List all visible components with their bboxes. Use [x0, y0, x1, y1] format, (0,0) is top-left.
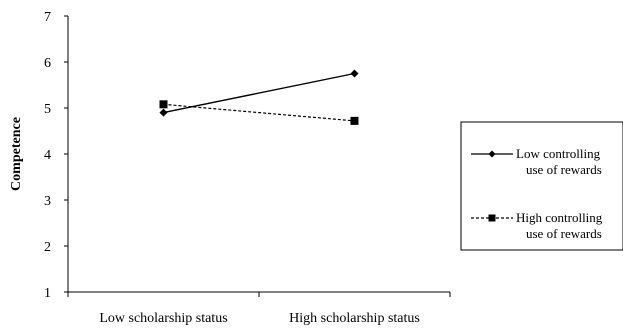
legend: Low controlling use of rewards High cont… [460, 121, 623, 251]
legend-box [460, 121, 623, 251]
series-low-controlling [159, 69, 359, 117]
y-axis: 1 2 3 4 5 6 7 [44, 10, 69, 301]
y-tick-label: 4 [44, 148, 51, 163]
y-tick-label: 2 [44, 240, 51, 255]
series-line [163, 72, 355, 114]
legend-label-low-controlling-line2: use of rewards [526, 162, 602, 177]
legend-label-low-controlling-line1: Low controlling [516, 146, 601, 161]
series-layer [159, 69, 359, 125]
legend-marker-square-icon [488, 214, 496, 222]
x-axis: Low scholarship status High scholarship s… [67, 291, 451, 326]
legend-entry-low-controlling: Low controlling use of rewards [471, 146, 602, 177]
y-tick-label: 6 [44, 56, 51, 71]
data-point-diamond [350, 69, 359, 78]
data-point-square [350, 116, 359, 125]
x-ticks: Low scholarship status High scholarship s… [67, 292, 451, 326]
x-category-label: Low scholarship status [99, 311, 227, 326]
y-tick-label: 1 [44, 286, 51, 301]
legend-marker-diamond-icon [488, 150, 496, 158]
series-high-controlling [159, 100, 359, 125]
y-axis-title: Competence [9, 117, 24, 191]
series-line [163, 103, 355, 122]
y-tick-label: 3 [44, 194, 51, 209]
y-tick-label: 7 [44, 10, 51, 25]
data-point-square [159, 100, 168, 109]
legend-entry-high-controlling: High controlling use of rewards [471, 210, 603, 241]
y-tick-label: 5 [44, 102, 51, 117]
legend-label-high-controlling-line2: use of rewards [526, 226, 602, 241]
data-point-diamond [159, 108, 168, 117]
y-ticks: 1 2 3 4 5 6 7 [44, 10, 68, 301]
legend-label-high-controlling-line1: High controlling [516, 210, 603, 225]
x-category-label: High scholarship status [289, 311, 420, 326]
